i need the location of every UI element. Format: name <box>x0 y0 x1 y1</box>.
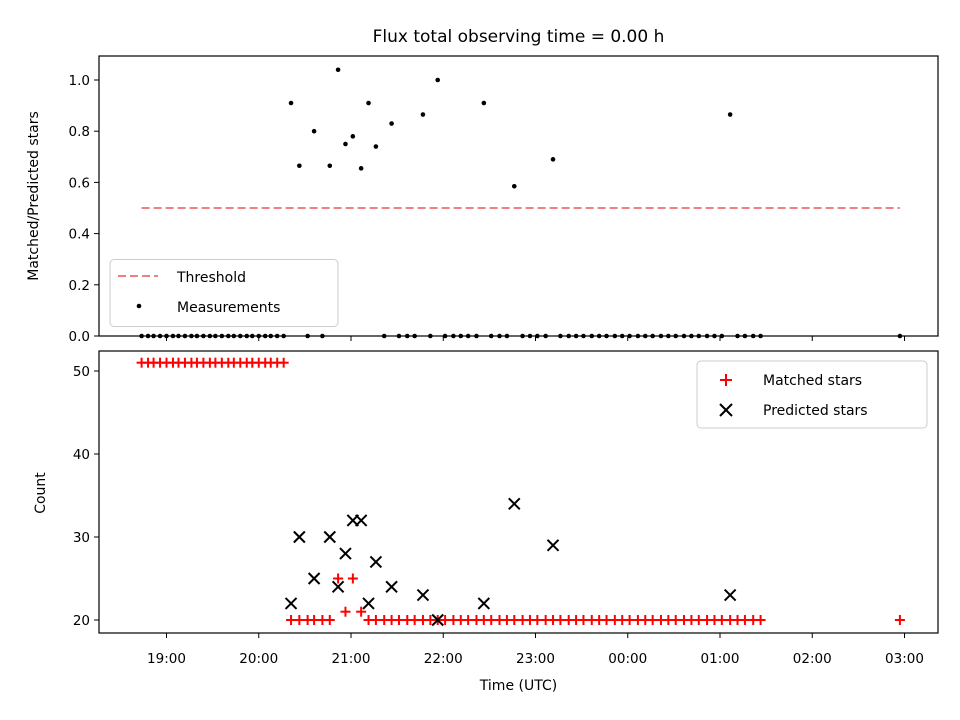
count-legend-box <box>696 360 928 429</box>
measurement-point <box>327 163 333 169</box>
count-x-tick-label: 03:00 <box>885 651 924 667</box>
matched-star-marker <box>755 615 766 625</box>
count-y-tick-label: 30 <box>73 530 90 546</box>
measurement-point <box>389 121 394 126</box>
legend-measurements-label: Measurements <box>177 300 280 316</box>
measurement-point <box>335 67 341 73</box>
matched-star-marker <box>333 573 344 584</box>
chart-title: Flux total observing time = 0.00 h <box>373 27 665 47</box>
measurement-point <box>350 134 356 139</box>
measurement-point <box>727 112 733 117</box>
legend-matched-label: Matched stars <box>763 373 862 389</box>
count-panel: Count Time (UTC) 20 30 40 50 19:00 20:00 21:0… <box>33 350 939 694</box>
predicted-star-marker <box>293 530 306 544</box>
predicted-star-marker <box>546 539 560 552</box>
ratio-y-tick-label: 0.2 <box>69 278 90 294</box>
predicted-star-marker <box>369 555 383 569</box>
measurement-point <box>373 144 379 149</box>
ratio-panel: Flux total observing time = 0.00 h Match… <box>26 27 939 345</box>
count-x-tick-label: 01:00 <box>701 651 740 667</box>
predicted-star-marker <box>723 588 737 602</box>
predicted-star-marker <box>385 580 398 594</box>
ratio-y-tick-label: 0.0 <box>69 329 90 345</box>
predicted-star-marker <box>331 580 345 594</box>
measurement-point <box>343 141 348 147</box>
ratio-y-axis-label: Matched/Predicted stars <box>26 111 42 281</box>
count-y-tick-label: 20 <box>73 613 90 629</box>
count-x-tick-label: 19:00 <box>147 651 186 667</box>
measurement-point <box>481 100 487 106</box>
matched-star-marker <box>894 615 905 625</box>
matched-star-marker <box>340 606 351 617</box>
measurement-point <box>420 112 426 117</box>
count-y-axis-label: Count <box>33 472 49 514</box>
count-x-axis: 19:00 20:00 21:00 22:00 23:00 00:00 01:00 02:00… <box>147 633 924 667</box>
predicted-star-marker <box>416 588 430 602</box>
count-legend: Matched stars Predicted stars <box>696 360 928 429</box>
count-x-tick-label: 22:00 <box>424 651 463 667</box>
predicted-star-marker <box>307 572 321 585</box>
count-y-tick-label: 40 <box>73 447 90 463</box>
legend-predicted-label: Predicted stars <box>763 403 868 419</box>
count-x-tick-label: 02:00 <box>793 651 832 667</box>
measurement-point <box>366 100 371 106</box>
predicted-star-marker <box>477 597 491 610</box>
measurement-point <box>435 77 441 83</box>
ratio-y-axis: 0.0 0.2 0.4 0.6 0.8 1.0 <box>69 73 99 345</box>
predicted-star-marker <box>431 613 444 627</box>
count-x-tick-label: 23:00 <box>516 651 555 667</box>
ratio-y-tick-label: 0.8 <box>69 124 90 140</box>
ratio-plot-frame <box>98 55 939 337</box>
count-x-tick-label: 21:00 <box>332 651 371 667</box>
measurement-point <box>288 100 294 106</box>
ratio-y-tick-label: 1.0 <box>69 73 90 89</box>
predicted-star-marker <box>339 547 352 560</box>
predicted-star-marker <box>354 514 368 527</box>
matched-star-marker <box>324 615 335 625</box>
measurement-point <box>511 183 517 189</box>
legend-threshold-label: Threshold <box>176 270 246 286</box>
count-plot-frame <box>98 350 939 634</box>
count-y-axis: 20 30 40 50 <box>73 364 99 629</box>
predicted-star-marker <box>362 597 375 610</box>
measurement-point <box>297 163 302 169</box>
matched-star-marker <box>278 357 289 368</box>
predicted-star-marker <box>323 530 336 544</box>
legend-predicted-swatch <box>719 403 733 417</box>
legend-matched-swatch <box>720 374 732 386</box>
ratio-legend-box <box>109 259 339 327</box>
ratio-legend: Threshold Measurements <box>109 259 339 327</box>
measurement-point <box>550 157 556 162</box>
matched-star-marker <box>347 573 358 584</box>
count-x-tick-label: 00:00 <box>608 651 647 667</box>
measurement-point <box>358 166 364 171</box>
count-x-tick-label: 20:00 <box>239 651 278 667</box>
count-y-tick-label: 50 <box>73 364 90 380</box>
measurement-point <box>311 128 317 134</box>
matched-star-marker <box>356 606 367 617</box>
predicted-stars-layer <box>284 497 737 627</box>
matched-stars-layer <box>136 357 905 625</box>
x-axis-label: Time (UTC) <box>479 678 557 694</box>
predicted-star-marker <box>284 597 298 610</box>
predicted-star-marker <box>508 497 521 511</box>
legend-measurements-swatch <box>136 303 142 309</box>
ratio-y-tick-label: 0.6 <box>69 175 90 191</box>
ratio-y-tick-label: 0.4 <box>69 227 90 243</box>
